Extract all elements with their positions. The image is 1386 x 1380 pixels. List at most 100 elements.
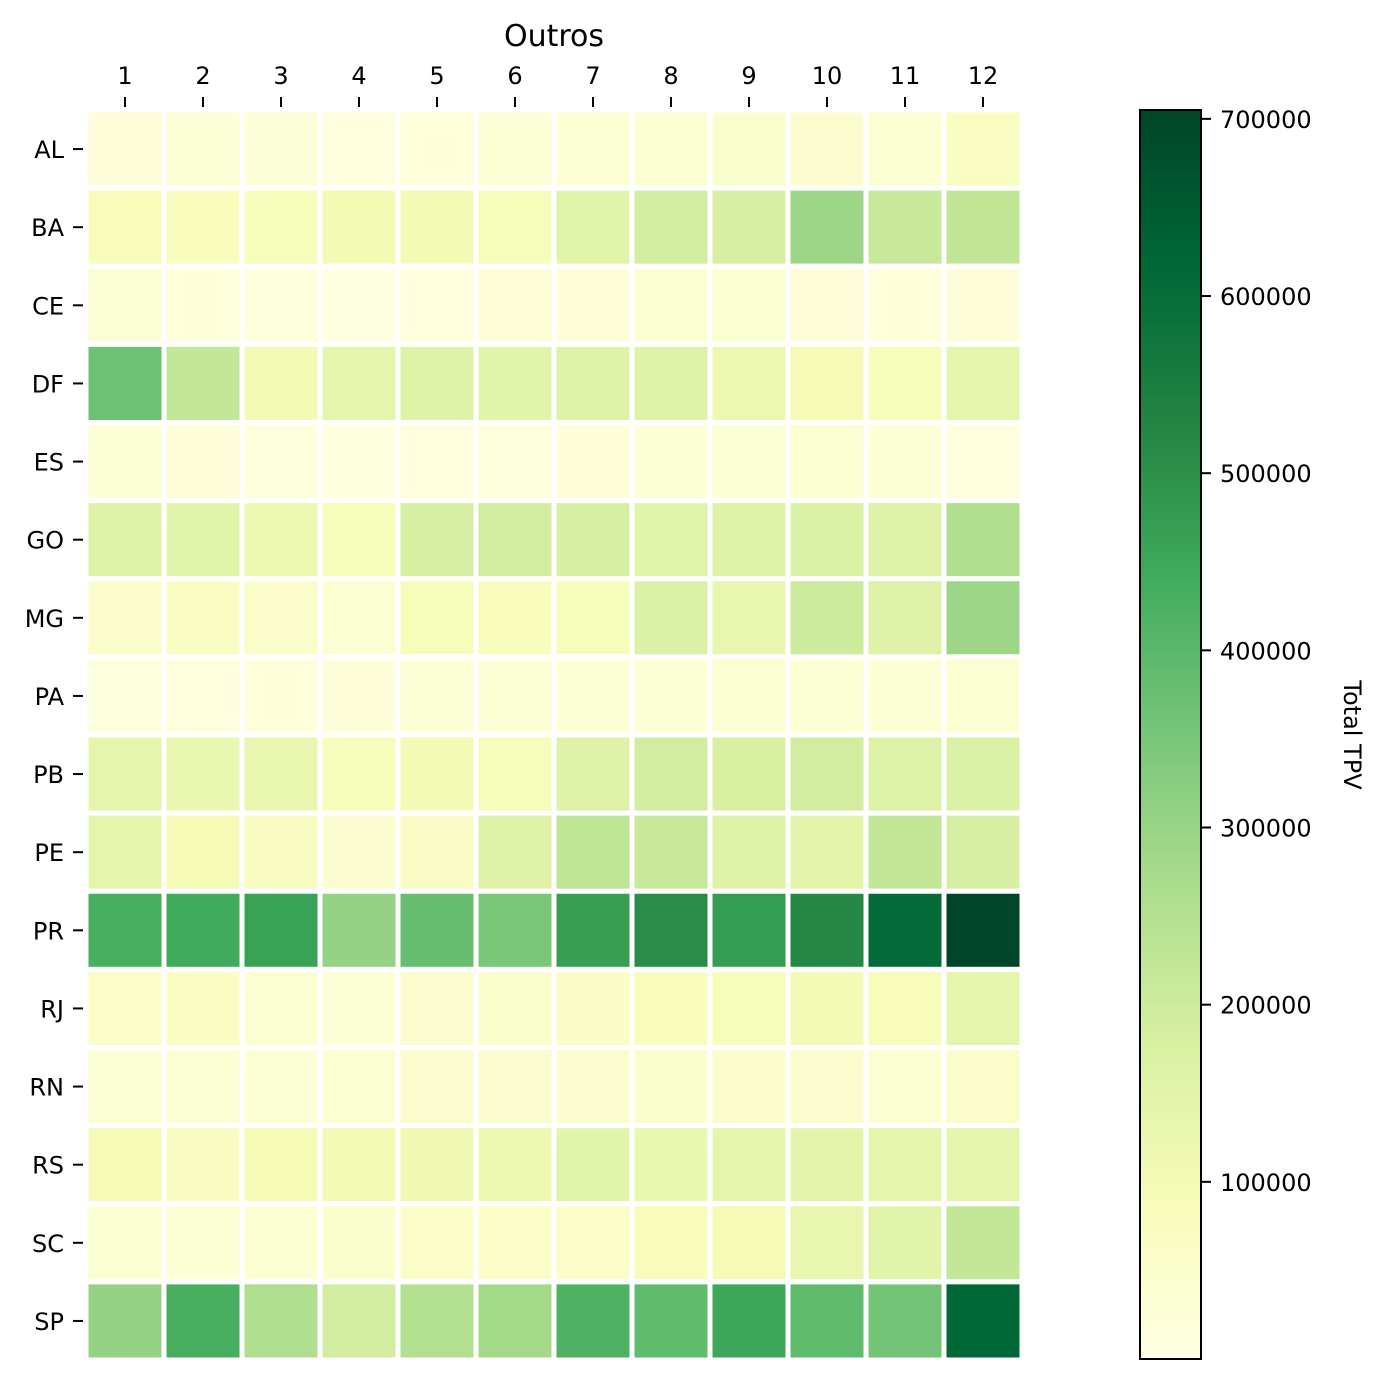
y-tick-label: PE xyxy=(34,839,64,867)
heatmap-cell xyxy=(863,1123,947,1207)
heatmap-cell xyxy=(83,341,167,425)
heatmap-cell xyxy=(629,1045,713,1129)
heatmap-cell xyxy=(161,341,245,425)
heatmap-cell xyxy=(161,966,245,1050)
heatmap-cell xyxy=(473,1279,557,1363)
heatmap-cell xyxy=(83,732,167,816)
heatmap-cell xyxy=(83,498,167,582)
heatmap-cell xyxy=(473,185,557,269)
y-tick-label: PR xyxy=(33,917,64,945)
heatmap-cell xyxy=(83,966,167,1050)
heatmap-cell xyxy=(473,107,557,191)
heatmap-cell xyxy=(707,966,791,1050)
colorbar xyxy=(1139,109,1202,1360)
heatmap-cell xyxy=(629,420,713,504)
heatmap-cell xyxy=(83,1279,167,1363)
heatmap-cell xyxy=(239,732,323,816)
heatmap-cell xyxy=(551,107,635,191)
y-tick-label: AL xyxy=(34,136,64,164)
heatmap-cell xyxy=(317,498,401,582)
heatmap-cell xyxy=(629,576,713,660)
heatmap-cell xyxy=(629,341,713,425)
y-tick-label: PA xyxy=(35,683,65,711)
heatmap-cell xyxy=(551,732,635,816)
heatmap-cell xyxy=(785,1045,869,1129)
heatmap-cell xyxy=(863,420,947,504)
heatmap-cell xyxy=(161,1123,245,1207)
heatmap-cell xyxy=(239,888,323,972)
x-tick-label: 10 xyxy=(812,62,843,90)
colorbar-tick-label: 200000 xyxy=(1220,992,1312,1020)
colorbar-tick-label: 600000 xyxy=(1220,283,1312,311)
heatmap-cell xyxy=(863,654,947,738)
x-tick-label: 9 xyxy=(741,62,756,90)
heatmap-cells xyxy=(83,107,1025,1363)
heatmap-cell xyxy=(785,185,869,269)
heatmap-cell xyxy=(863,263,947,347)
heatmap-cell xyxy=(473,341,557,425)
heatmap-cell xyxy=(473,420,557,504)
y-tick-label: GO xyxy=(27,527,65,555)
y-tick-label: RJ xyxy=(40,995,64,1023)
heatmap-cell xyxy=(707,263,791,347)
heatmap-cell xyxy=(707,498,791,582)
chart-title: Outros xyxy=(504,19,604,54)
heatmap-cell xyxy=(785,1279,869,1363)
heatmap-cell xyxy=(941,966,1025,1050)
heatmap-cell xyxy=(785,420,869,504)
heatmap-cell xyxy=(863,107,947,191)
heatmap-cell xyxy=(317,810,401,894)
heatmap-cell xyxy=(473,1045,557,1129)
heatmap-cell xyxy=(941,654,1025,738)
heatmap-cell xyxy=(473,263,557,347)
heatmap-cell xyxy=(83,263,167,347)
y-axis-ticks: AL BA CE DF ES GO MG PA PB PE PR RJ RN RS SC SP xyxy=(25,136,83,1336)
heatmap-cell xyxy=(83,185,167,269)
heatmap-cell xyxy=(473,654,557,738)
heatmap-cell xyxy=(551,341,635,425)
heatmap-cell xyxy=(239,654,323,738)
heatmap-cell xyxy=(629,263,713,347)
x-tick-label: 6 xyxy=(507,62,522,90)
heatmap-cell xyxy=(83,654,167,738)
heatmap-cell xyxy=(473,498,557,582)
heatmap-cell xyxy=(317,341,401,425)
heatmap-cell xyxy=(161,1201,245,1285)
y-tick-label: ES xyxy=(34,449,64,477)
heatmap-cell xyxy=(239,1201,323,1285)
heatmap-cell xyxy=(941,1279,1025,1363)
heatmap-cell xyxy=(551,576,635,660)
heatmap-cell xyxy=(941,810,1025,894)
colorbar-tick-label: 400000 xyxy=(1220,637,1312,665)
heatmap-cell xyxy=(83,107,167,191)
y-tick-label: RS xyxy=(32,1152,64,1180)
heatmap-cell xyxy=(785,341,869,425)
heatmap-cell xyxy=(161,1279,245,1363)
heatmap-cell xyxy=(785,888,869,972)
heatmap-cell xyxy=(83,888,167,972)
heatmap-cell xyxy=(83,1045,167,1129)
heatmap-cell xyxy=(941,341,1025,425)
x-tick-label: 12 xyxy=(968,62,999,90)
heatmap-cell xyxy=(785,654,869,738)
heatmap-cell xyxy=(239,185,323,269)
heatmap-cell xyxy=(863,185,947,269)
heatmap-cell xyxy=(785,810,869,894)
heatmap-cell xyxy=(941,107,1025,191)
heatmap-cell xyxy=(317,888,401,972)
heatmap-cell xyxy=(785,1201,869,1285)
heatmap-cell xyxy=(317,654,401,738)
heatmap-cell xyxy=(395,888,479,972)
x-tick-label: 2 xyxy=(195,62,210,90)
heatmap-cell xyxy=(863,732,947,816)
x-axis-ticks: 1 2 3 4 5 6 7 8 9 10 11 12 xyxy=(117,62,998,107)
y-tick-label: RN xyxy=(29,1074,64,1102)
heatmap-cell xyxy=(551,498,635,582)
heatmap-cell xyxy=(707,1045,791,1129)
heatmap-cell xyxy=(395,185,479,269)
heatmap-cell xyxy=(941,263,1025,347)
heatmap-cell xyxy=(161,263,245,347)
heatmap-cell xyxy=(941,1123,1025,1207)
heatmap-cell xyxy=(317,1045,401,1129)
x-tick-label: 11 xyxy=(890,62,921,90)
